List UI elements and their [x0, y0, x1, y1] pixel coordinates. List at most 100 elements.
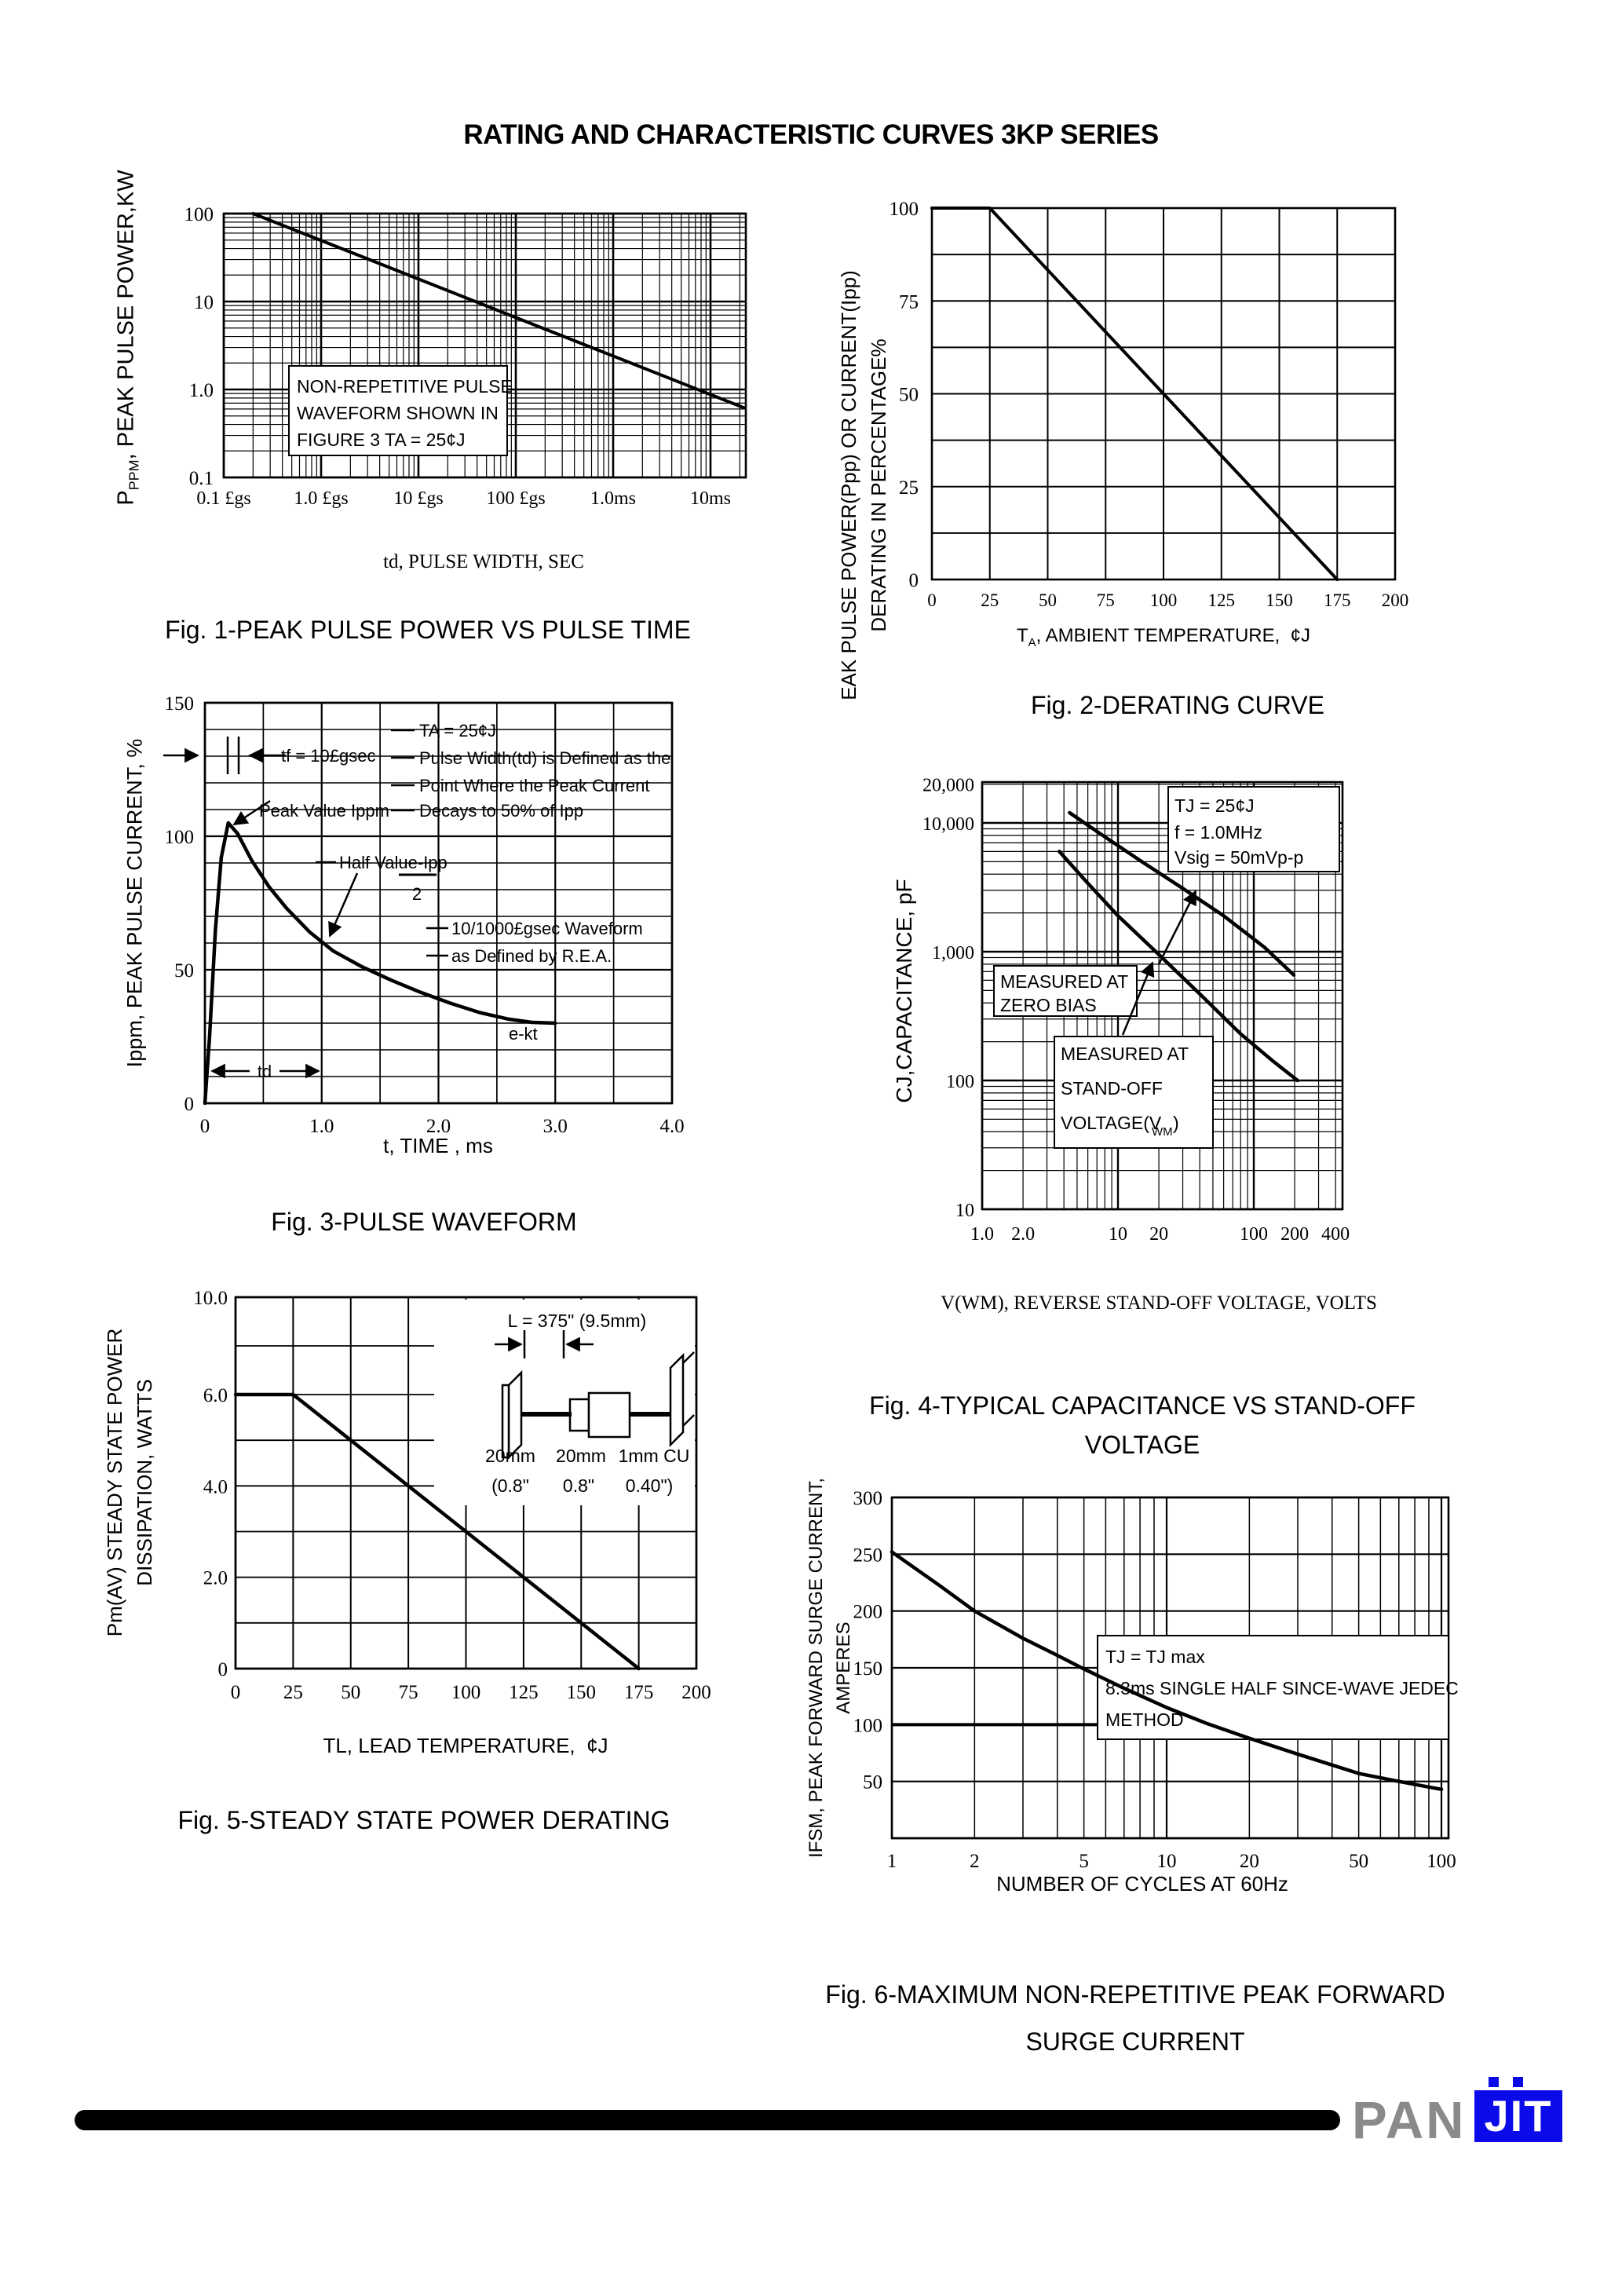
panjit-logo-pan: PAN — [1352, 2091, 1467, 2150]
fig3-annotation-text: td — [258, 1062, 272, 1081]
fig4-annotation-text: f = 1.0MHz — [1174, 822, 1262, 843]
fig3-x-tick-label: 0 — [200, 1116, 210, 1137]
fig4-annotation-box — [1167, 786, 1340, 872]
fig5-xlabel: TL, LEAD TEMPERATURE, ¢J — [323, 1734, 608, 1757]
fig5-inset-drawing — [682, 1414, 695, 1427]
fig2-x-tick-label: 75 — [1097, 590, 1115, 610]
fig4-annotation-text: MEASURED AT — [1061, 1044, 1189, 1064]
fig1-x-tick-label: 10 £gs — [393, 488, 443, 509]
fig2-x-tick-label: 175 — [1324, 590, 1351, 610]
fig1-x-tick-label: 0.1 £gs — [196, 488, 250, 509]
fig3-annotation-text: tf = 10£gsec — [281, 746, 375, 766]
fig4-plot-border — [981, 781, 1344, 1211]
fig1-y-tick-label: 10 — [194, 292, 214, 313]
fig2-caption: Fig. 2-DERATING CURVE — [1031, 691, 1324, 719]
fig1-xlabel: td, PULSE WIDTH, SEC — [383, 551, 584, 572]
fig4-x-tick-label: 10 — [1109, 1224, 1127, 1245]
fig3-x-tick-label: 4.0 — [659, 1116, 684, 1137]
fig3-annotation-text: 2 — [412, 884, 422, 904]
fig4-y-tick-label: 100 — [946, 1072, 974, 1092]
fig6-annotation-text: METHOD — [1105, 1709, 1184, 1730]
fig2-x-tick-label: 150 — [1266, 590, 1293, 610]
fig1-y-tick-label: 100 — [184, 204, 214, 225]
fig1-x-tick-label: 100 £gs — [486, 488, 545, 509]
fig2-x-tick-label: 200 — [1382, 590, 1409, 610]
fig5-inset-drawing — [568, 1398, 590, 1432]
fig5-caption: Fig. 5-STEADY STATE POWER DERATING — [177, 1806, 670, 1834]
fig1-annotation-text: WAVEFORM SHOWN IN — [297, 403, 499, 423]
fig5-x-tick-label: 200 — [681, 1682, 711, 1703]
fig4-annotation-text: VOLTAGE(V — [1061, 1113, 1162, 1133]
fig1-x-tick-label: 1.0ms — [590, 488, 636, 509]
fig1-plot-border — [222, 212, 747, 479]
fig4-x-tick-label: 400 — [1321, 1224, 1350, 1245]
fig3-annotation-text: Point Where the Peak Current — [419, 776, 649, 795]
fig4-annotation-text: STAND-OFF — [1061, 1078, 1163, 1099]
fig4-annotation-text: MEASURED AT — [1000, 971, 1128, 992]
fig4-annotation-text: ) — [1173, 1113, 1179, 1133]
fig2-x-tick-label: 100 — [1150, 590, 1178, 610]
fig6-y-tick-label: 50 — [863, 1772, 882, 1793]
fig4-x-tick-label: 100 — [1240, 1224, 1268, 1245]
fig6-x-tick-label: 1 — [887, 1851, 897, 1872]
fig5-x-tick-label: 125 — [509, 1682, 539, 1703]
fig5-annotation-text: 0.40") — [626, 1475, 674, 1496]
fig4-curve-zero-bias — [1068, 810, 1296, 977]
fig5-x-tick-label: 150 — [567, 1682, 597, 1703]
fig3-plot-border — [203, 701, 674, 1105]
fig4-curve-stand-off-voltage — [1058, 850, 1299, 1083]
footer-rule — [75, 2110, 1340, 2130]
fig3-y-tick-label: 0 — [184, 1094, 195, 1115]
fig5-x-tick-label: 75 — [399, 1682, 418, 1703]
fig5-annotation-text: (0.8" — [491, 1475, 529, 1496]
fig6-x-tick-label: 50 — [1349, 1851, 1368, 1872]
fig1-x-tick-label: 1.0 £gs — [294, 488, 348, 509]
fig6-x-tick-label: 20 — [1240, 1851, 1259, 1872]
page-title: RATING AND CHARACTERISTIC CURVES 3KP SER… — [463, 119, 1159, 150]
fig5-x-tick-label: 0 — [231, 1682, 241, 1703]
fig5-ylabel: Pm(AV) STEADY STATE POWER DISSIPATION, WA… — [103, 1328, 156, 1637]
fig1-caption: Fig. 1-PEAK PULSE POWER VS PULSE TIME — [165, 616, 691, 644]
fig6-ylabel: IFSM, PEAK FORWARD SURGE CURRENT, AMPERES — [806, 1477, 854, 1859]
fig4-arrow — [1157, 890, 1197, 965]
fig6-caption-line2: SURGE CURRENT — [1025, 2027, 1245, 2056]
fig2-ylabel: EAK PULSE POWER(Ppp) OR CURRENT(Ipp) DERA… — [837, 270, 890, 700]
fig3-curve-pulse-waveform — [203, 821, 557, 1106]
fig4-x-tick-label: 1.0 — [970, 1224, 994, 1245]
fig6-y-tick-label: 150 — [853, 1658, 883, 1680]
fig5-y-tick-label: 4.0 — [203, 1476, 228, 1497]
fig4-annotation-text: TJ = 25¢J — [1174, 795, 1255, 816]
fig2-x-tick-label: 125 — [1208, 590, 1236, 610]
fig6-annotation-box — [1097, 1635, 1449, 1740]
fig6-x-tick-label: 100 — [1427, 1851, 1456, 1872]
fig3-arrow — [232, 799, 271, 826]
fig5-y-tick-label: 10.0 — [193, 1288, 228, 1309]
fig3-ylabel: Ippm, PEAK PULSE CURRENT, % — [122, 738, 147, 1068]
fig5-annotation-text: 0.8" — [563, 1475, 594, 1496]
fig3-arrow — [328, 872, 359, 938]
fig3-y-tick-label: 100 — [165, 827, 195, 848]
fig2-x-tick-label: 25 — [981, 590, 999, 610]
fig6-xlabel: NUMBER OF CYCLES AT 60Hz — [996, 1872, 1288, 1896]
fig5-y-tick-label: 6.0 — [203, 1385, 228, 1406]
fig6-annotation-text: TJ = TJ max — [1105, 1647, 1205, 1667]
fig1-annotation-text: FIGURE 3 TA = 25¢J — [297, 430, 466, 450]
fig5-x-tick-label: 175 — [624, 1682, 654, 1703]
fig2-xlabel: TA, AMBIENT TEMPERATURE, ¢J — [1017, 625, 1310, 649]
fig5-y-tick-label: 0 — [218, 1659, 228, 1680]
fig4-caption-line1: Fig. 4-TYPICAL CAPACITANCE VS STAND-OFF — [869, 1391, 1416, 1420]
fig1-ylabel: PPPM, PEAK PULSE POWER,KW — [113, 170, 142, 506]
fig1-annotation-box — [288, 365, 508, 456]
fig5-annotation-text: L = 375" (9.5mm) — [508, 1311, 647, 1331]
fig1-y-tick-label: 0.1 — [189, 468, 214, 489]
fig1-annotation-text: NON-REPETITIVE PULSE — [297, 376, 513, 397]
fig2-x-tick-label: 0 — [927, 590, 937, 610]
fig6-y-tick-label: 250 — [853, 1545, 883, 1566]
fig6-caption-line1: Fig. 6-MAXIMUM NON-REPETITIVE PEAK FORWA… — [825, 1980, 1445, 2009]
fig3-x-tick-label: 3.0 — [543, 1116, 568, 1137]
fig2-y-tick-label: 100 — [890, 199, 919, 220]
fig5-annotation-text: 20mm — [556, 1446, 606, 1466]
fig4-x-tick-label: 20 — [1149, 1224, 1168, 1245]
